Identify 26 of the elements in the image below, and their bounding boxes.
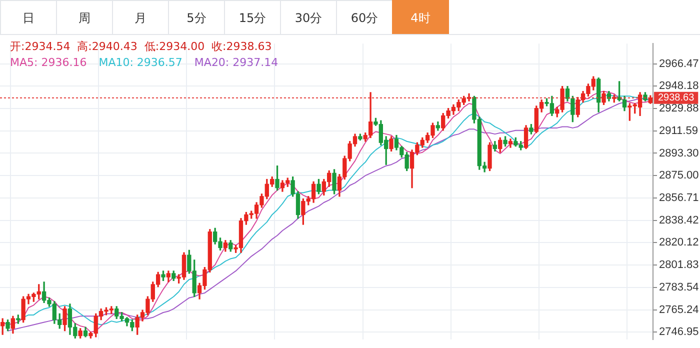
text: MA20: 2937.14 (194, 56, 278, 69)
y-tick-label: 2966.47 (659, 58, 699, 70)
y-tick-label: 2948.18 (659, 80, 699, 92)
text: 月 (112, 0, 169, 34)
y-tick-label: 2765.24 (659, 304, 699, 316)
y-tick-label: 2856.71 (659, 192, 699, 204)
chart-subtitle: 开:2934.54 高:2940.43 低:2934.00 收:2938.63 (10, 39, 273, 55)
text: 日 (0, 0, 57, 34)
y-tick-label: 2875.00 (659, 170, 699, 182)
y-tick-label: 2820.12 (659, 236, 699, 249)
text: 30分 (280, 0, 337, 34)
y-tick-label: 2929.88 (659, 102, 699, 115)
y-tick-label: 2746.95 (659, 326, 699, 338)
text: 15分 (224, 0, 281, 34)
y-tick-label: 2911.59 (659, 124, 698, 137)
y-tick-label: 2893.30 (659, 147, 699, 160)
y-tick-label: 2838.42 (659, 214, 699, 226)
y-tick-label: 2801.83 (659, 259, 699, 272)
text: 周 (56, 0, 113, 34)
text: MA5: 2936.16 (10, 56, 87, 69)
text: 5分 (168, 0, 225, 34)
y-tick-label: 2783.54 (659, 281, 699, 294)
text: 4时 (392, 0, 449, 34)
ref-line-label: 2938.63 (658, 92, 695, 104)
text: 60分 (336, 0, 393, 34)
text: MA10: 2936.57 (98, 56, 182, 69)
